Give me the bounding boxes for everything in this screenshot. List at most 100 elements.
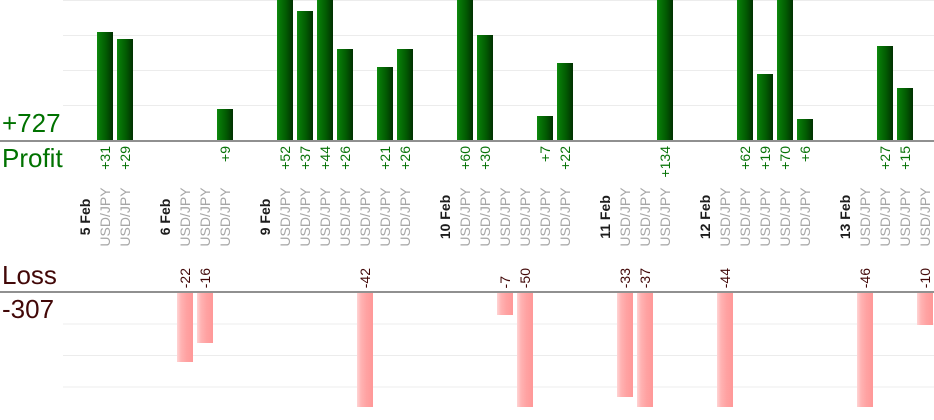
profit-bar [337,49,353,140]
date-label: 11 Feb [597,195,613,239]
column-symbol-label: USD/JPY [757,187,773,247]
profit-value-label: +44 [317,146,333,170]
column-symbol-label: USD/JPY [617,187,633,247]
column-symbol-label: USD/JPY [177,187,193,247]
profit-bar [657,0,673,140]
profit-value-label: +26 [337,146,353,170]
column-symbol-label: USD/JPY [377,187,393,247]
profit-value-label: +15 [897,146,913,170]
column-symbol-label: USD/JPY [857,187,873,247]
profit-bar [877,45,893,140]
profit-total: +727 [2,108,61,138]
column-symbol-label: USD/JPY [557,187,573,247]
column-symbol-label: USD/JPY [297,187,313,247]
profit-value-label: +9 [217,146,233,162]
column-symbol-label: USD/JPY [637,187,653,247]
profit-value-label: +6 [797,146,813,162]
profit-value-label: +26 [397,146,413,170]
profit-bar [797,119,813,140]
profit-value-label: +134 [657,146,673,178]
loss-value-label: -22 [177,267,193,288]
profit-value-label: +70 [777,146,793,170]
column-symbol-label: USD/JPY [657,187,673,247]
loss-bar [497,293,513,316]
loss-value-label: -50 [517,267,533,288]
loss-bar [357,293,373,407]
loss-total: -307 [2,294,55,324]
loss-bar [857,293,873,407]
profit-bar [477,35,493,140]
column-symbol-label: USD/JPY [917,187,933,247]
column-symbol-label: USD/JPY [717,187,733,247]
profit-value-label: +60 [457,146,473,170]
loss-bar [177,293,193,363]
column-symbol-label: USD/JPY [277,187,293,247]
profit-bar [277,0,293,140]
column-symbol-label: USD/JPY [777,187,793,247]
date-label: 13 Feb [837,194,853,240]
loss-value-label: -37 [637,267,653,288]
column-symbol-label: USD/JPY [517,187,533,247]
profit-bar [777,0,793,140]
loss-value-label: -10 [917,267,933,288]
profit-bar [97,31,113,140]
profit-bar [117,38,133,140]
column-symbol-label: USD/JPY [737,187,753,247]
loss-value-label: -33 [617,267,633,288]
loss-bar [617,293,633,397]
profit-value-label: +31 [97,146,113,170]
profit-bar [297,10,313,140]
date-label: 12 Feb [697,194,713,240]
loss-value-label: -7 [497,275,513,288]
profit-value-label: +7 [537,146,553,162]
profit-bar [757,73,773,140]
date-label: 5 Feb [77,198,93,236]
profit-value-label: +22 [557,146,573,170]
profit-value-label: +52 [277,146,293,170]
profit-bar [397,49,413,140]
column-symbol-label: USD/JPY [477,187,493,247]
column-symbol-label: USD/JPY [877,187,893,247]
column-symbol-label: USD/JPY [397,187,413,247]
loss-value-label: -44 [717,267,733,288]
profit-bar [217,108,233,140]
profit-value-label: +30 [477,146,493,170]
column-symbol-label: USD/JPY [217,187,233,247]
profit-bar [737,0,753,140]
profit-value-label: +29 [117,146,133,170]
loss-bar [517,293,533,407]
profit-bar [317,0,333,140]
date-label: 10 Feb [437,194,453,240]
column-symbol-label: USD/JPY [797,187,813,247]
loss-value-label: -46 [857,267,873,288]
column-symbol-label: USD/JPY [897,187,913,247]
loss-value-label: -42 [357,267,373,288]
profit-value-label: +21 [377,146,393,170]
loss-bar [917,293,933,325]
column-symbol-label: USD/JPY [497,187,513,247]
profit-bar [537,115,553,140]
loss-value-label: -16 [197,267,213,288]
column-symbol-label: USD/JPY [537,187,553,247]
date-label: 6 Feb [157,198,173,236]
loss-bar [637,293,653,407]
column-symbol-label: USD/JPY [97,187,113,247]
loss-bar [717,293,733,407]
loss-chart-area: -307 [0,291,934,407]
column-symbol-label: USD/JPY [117,187,133,247]
date-label: 9 Feb [257,198,273,236]
profit-axis-label: Profit [2,143,63,173]
loss-bar [197,293,213,344]
loss-axis-label: Loss [2,260,57,290]
profit-bar [557,63,573,140]
profit-value-label: +62 [737,146,753,170]
profit-value-label: +27 [877,146,893,170]
column-symbol-label: USD/JPY [197,187,213,247]
column-symbol-label: USD/JPY [337,187,353,247]
profit-value-label: +19 [757,146,773,170]
column-symbol-label: USD/JPY [357,187,373,247]
profit-value-labels-row: Profit +31 +29 +9 +52 +37 +44 +26 +21 +26 +60 +30 +… [0,142,934,188]
loss-value-labels-row: Loss -22 -16 -42 -7 -50 -33 -37 -44 -46 -10 [0,246,934,291]
column-symbol-label: USD/JPY [317,187,333,247]
